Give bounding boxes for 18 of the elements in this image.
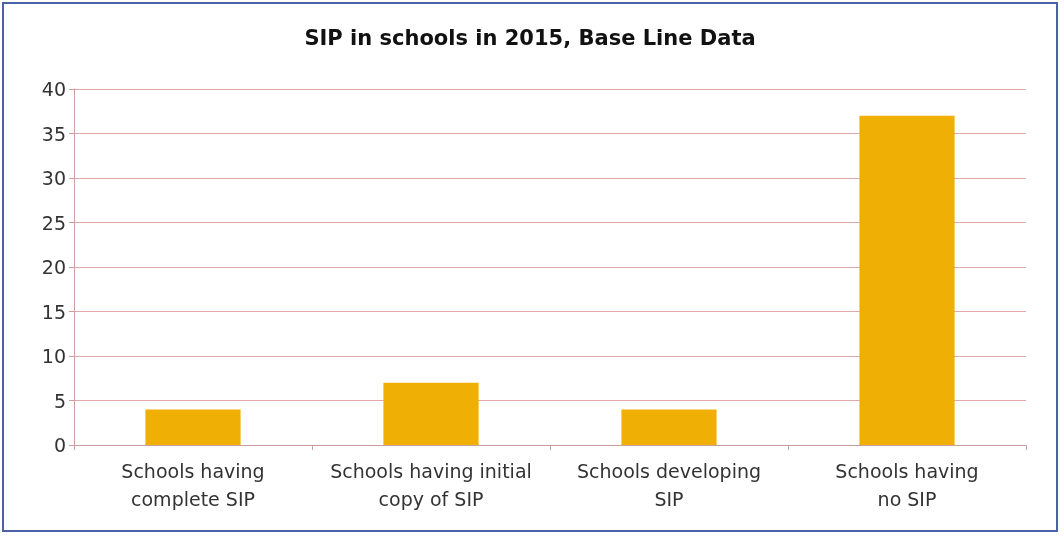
x-tick-label: Schools having initial copy of SIP bbox=[330, 460, 532, 510]
bar bbox=[621, 409, 717, 445]
y-tick-label: 30 bbox=[41, 167, 66, 189]
x-tick-label: Schools having complete SIP bbox=[121, 460, 265, 510]
y-tick-label: 5 bbox=[53, 389, 66, 412]
x-tick-label: Schools developing SIP bbox=[576, 460, 762, 510]
chart-title: SIP in schools in 2015, Base Line Data bbox=[304, 25, 756, 50]
y-tick-label: 20 bbox=[41, 256, 66, 278]
y-tick-label: 0 bbox=[53, 434, 66, 456]
y-tick-label: 25 bbox=[41, 211, 66, 234]
y-tick-label: 15 bbox=[41, 300, 66, 323]
y-tick-label: 35 bbox=[41, 122, 66, 145]
bar bbox=[383, 382, 479, 445]
y-tick-label: 40 bbox=[41, 78, 66, 100]
y-tick-label: 10 bbox=[41, 345, 66, 367]
x-tick-label: Schools having no SIP bbox=[835, 460, 979, 510]
bar bbox=[145, 409, 241, 445]
bar bbox=[859, 115, 955, 445]
